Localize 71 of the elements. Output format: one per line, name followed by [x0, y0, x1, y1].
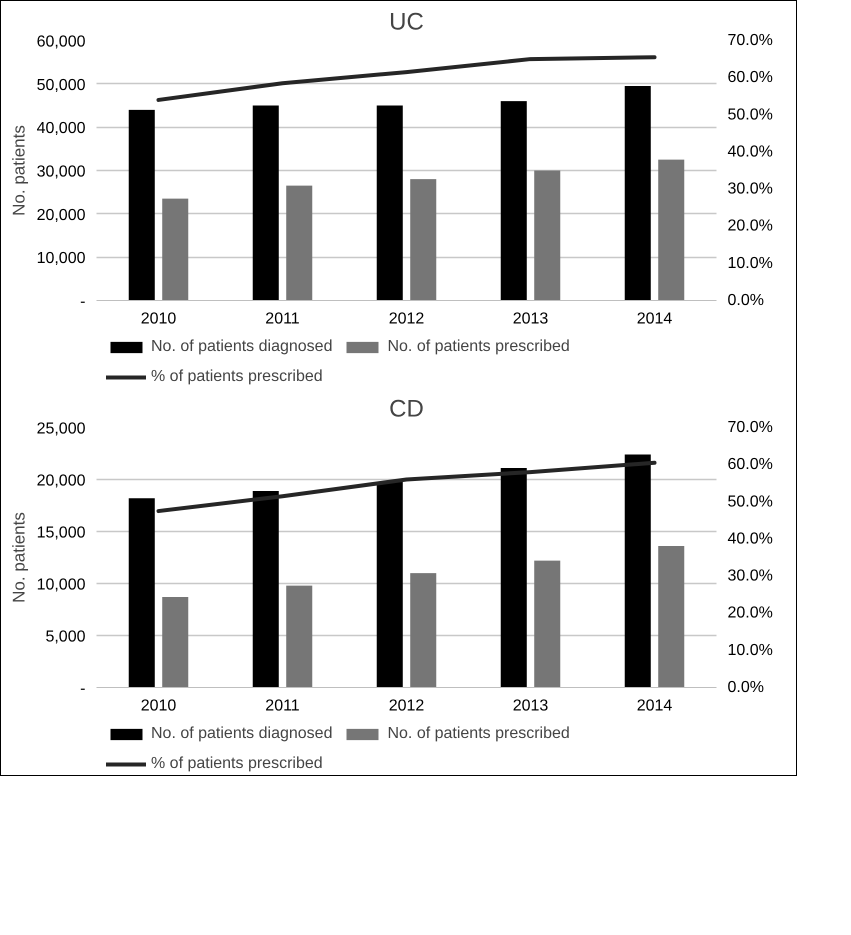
bar	[624, 454, 651, 688]
x-tick-label: 2013	[512, 310, 548, 328]
y-tick-label: 10,000	[36, 576, 86, 594]
x-tick-label: 2012	[388, 698, 424, 714]
line-series	[156, 55, 656, 102]
x-tick-label: 2014	[636, 310, 672, 328]
y-tick-label: 25,000	[36, 420, 86, 438]
y2-tick-label: 20.0%	[728, 604, 773, 622]
bar	[500, 101, 527, 300]
bar	[376, 106, 403, 300]
y2-tick-label: 60.0%	[728, 69, 773, 86]
y2-tick-label: 30.0%	[728, 180, 773, 198]
x-tick-label: 2011	[265, 310, 300, 328]
y-axis-title: No. patients	[10, 125, 29, 216]
y2-tick-label: 60.0%	[728, 456, 773, 474]
y-tick-label: 60,000	[36, 34, 86, 50]
x-tick-label: 2014	[636, 698, 672, 714]
bar	[128, 498, 155, 688]
line-series	[156, 460, 656, 514]
y-tick-label: 15,000	[36, 524, 86, 542]
y-tick-label: 50,000	[36, 76, 86, 94]
bar	[376, 482, 403, 688]
y2-tick-label: 50.0%	[728, 106, 773, 124]
y2-tick-label: 10.0%	[728, 254, 773, 272]
bar	[534, 170, 560, 300]
legend-label: No. of patients prescribed	[387, 725, 570, 743]
bar	[162, 597, 188, 688]
legend-label: No. of patients diagnosed	[151, 725, 332, 743]
legend-label: % of patients prescribed	[151, 755, 323, 773]
y-tick-label: 20,000	[36, 472, 86, 490]
y2-tick-label: 50.0%	[728, 493, 773, 510]
y-tick-label: 5,000	[45, 628, 86, 646]
y2-tick-label: 10.0%	[728, 642, 773, 659]
y2-tick-label: 30.0%	[728, 568, 773, 585]
y-tick-label: -	[80, 680, 86, 698]
bar	[500, 468, 527, 688]
y2-tick-label: 0.0%	[728, 679, 764, 696]
bar	[658, 160, 684, 300]
bar	[534, 560, 560, 688]
bar	[410, 179, 436, 300]
y-axis-title: No. patients	[10, 512, 29, 603]
x-tick-label: 2013	[512, 698, 548, 714]
x-tick-label: 2011	[265, 698, 300, 714]
bar	[252, 106, 279, 300]
y2-tick-label: 70.0%	[728, 419, 773, 436]
y-tick-label: -	[80, 294, 86, 310]
y-tick-label: 40,000	[36, 120, 86, 138]
y-tick-label: 30,000	[36, 164, 86, 180]
bar	[286, 586, 312, 688]
bar	[128, 110, 155, 300]
y2-tick-label: 40.0%	[728, 530, 773, 548]
y-tick-label: 10,000	[36, 250, 86, 268]
legend-label: % of patients prescribed	[151, 368, 323, 386]
chart-title: CD	[389, 396, 424, 422]
y2-tick-label: 40.0%	[728, 143, 773, 160]
y2-tick-label: 70.0%	[728, 32, 773, 49]
y2-tick-label: 20.0%	[728, 218, 773, 235]
chart-title: UC	[389, 8, 424, 36]
bar	[252, 490, 279, 688]
legend-label: No. of patients diagnosed	[151, 338, 332, 356]
y-tick-label: 20,000	[36, 206, 86, 224]
bar	[658, 546, 684, 688]
y2-tick-label: 0.0%	[728, 292, 764, 309]
bar	[162, 198, 188, 300]
legend-label: No. of patients prescribed	[387, 338, 570, 356]
bar	[410, 573, 436, 688]
bar	[624, 86, 651, 300]
bar	[286, 186, 312, 300]
x-tick-label: 2010	[140, 310, 176, 328]
x-tick-label: 2010	[140, 698, 176, 714]
x-tick-label: 2012	[388, 310, 424, 328]
